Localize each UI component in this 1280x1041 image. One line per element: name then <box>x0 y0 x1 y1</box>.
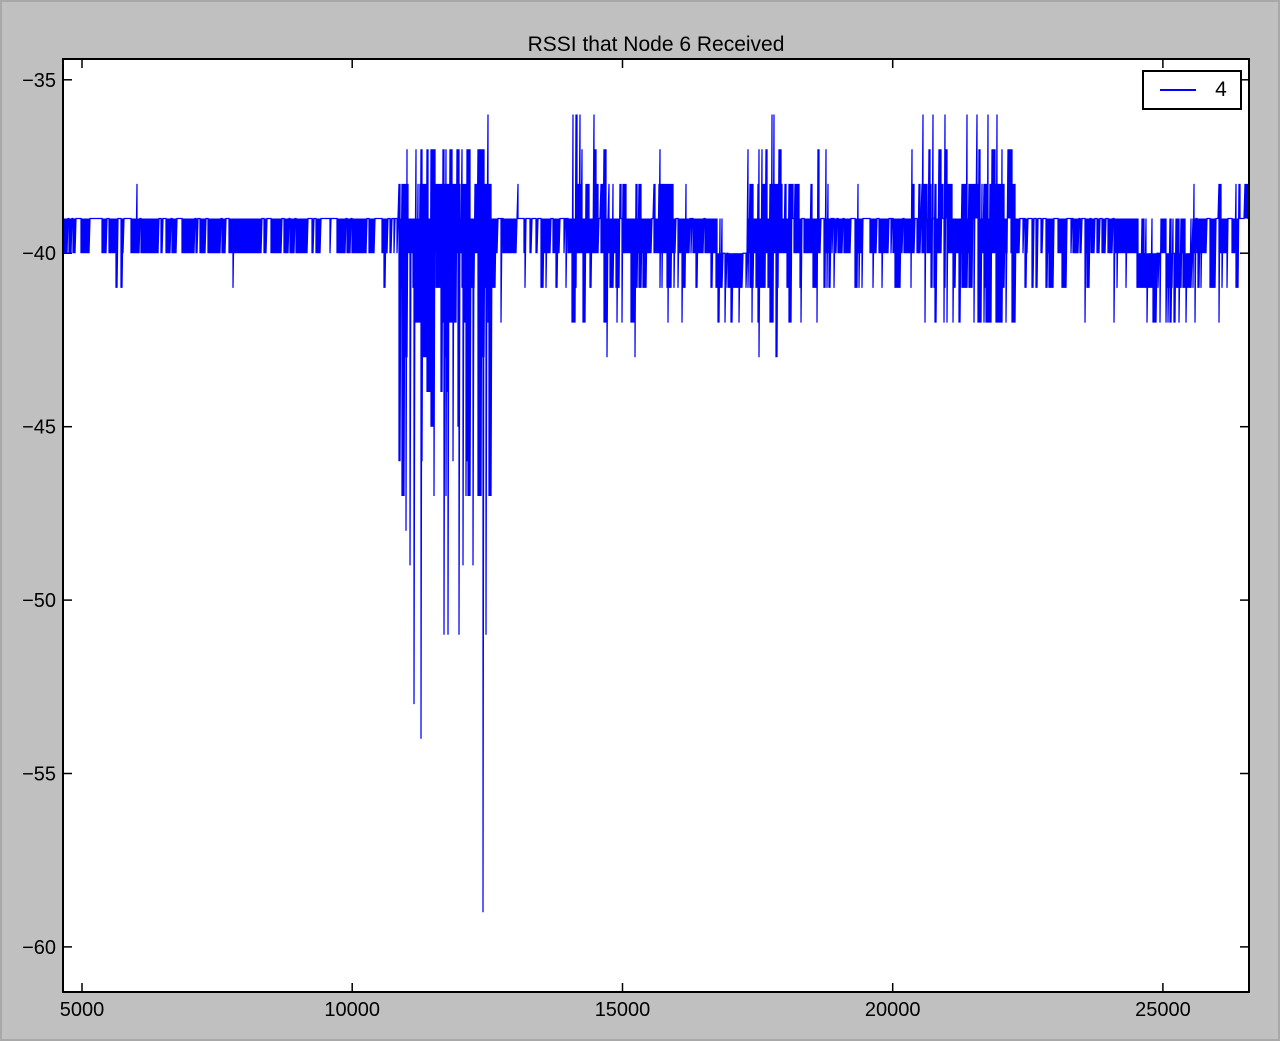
legend-line-sample <box>1160 89 1196 91</box>
y-tick-label: −50 <box>22 590 56 612</box>
x-tick-label: 20000 <box>865 999 921 1021</box>
y-tick-label: −55 <box>22 764 56 786</box>
x-tick-label: 15000 <box>595 999 651 1021</box>
x-tick-label: 10000 <box>324 999 380 1021</box>
y-tick-label: −40 <box>22 243 56 265</box>
y-tick-label: −45 <box>22 417 56 439</box>
rssi-series-line <box>62 114 1249 913</box>
x-tick-label: 25000 <box>1135 999 1191 1021</box>
legend: 4 <box>1142 70 1242 110</box>
chart-title: RSSI that Node 6 Received <box>527 33 785 56</box>
y-tick-label: −35 <box>22 70 56 92</box>
y-tick-label: −60 <box>22 937 56 959</box>
plot-background <box>63 59 1249 992</box>
x-tick-label: 5000 <box>60 999 105 1021</box>
axes-border <box>62 58 1250 993</box>
legend-series-label: 4 <box>1215 78 1227 101</box>
